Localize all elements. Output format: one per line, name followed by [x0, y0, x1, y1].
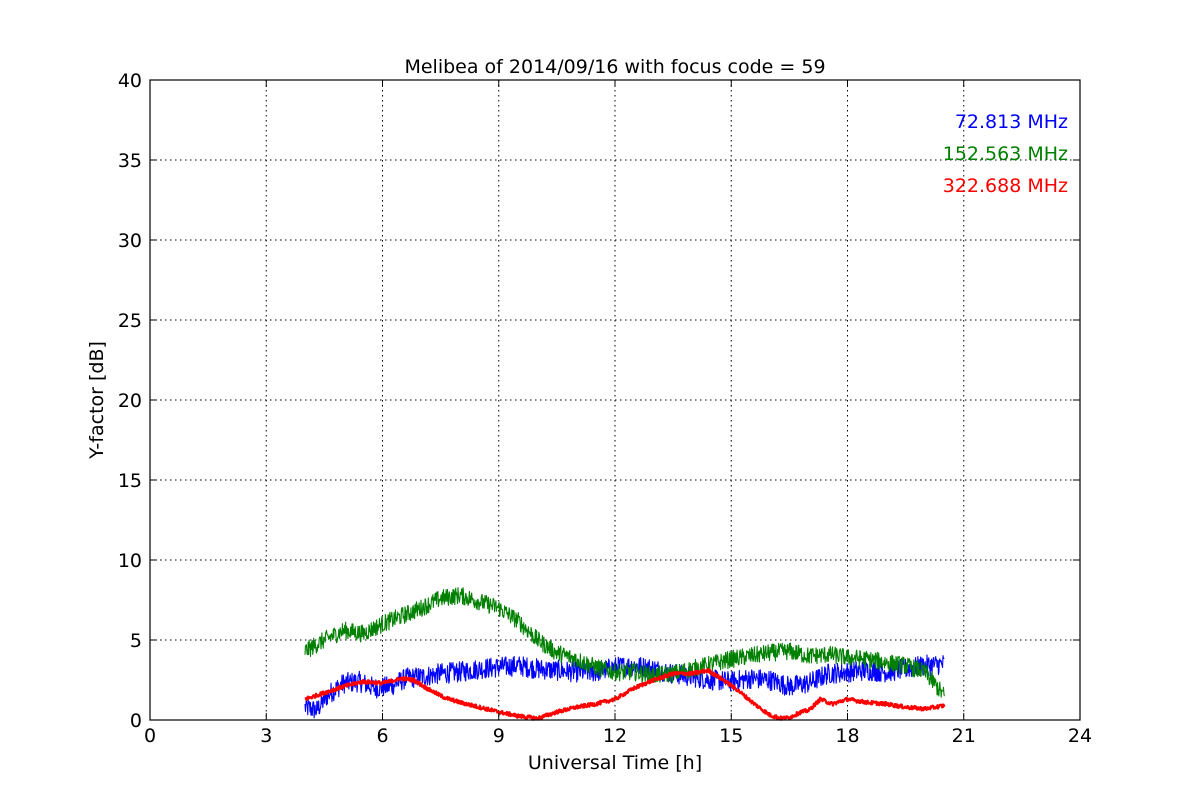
x-tick-label: 12	[603, 725, 627, 747]
legend: 72.813 MHz 152.563 MHz 322.688 MHz	[943, 111, 1068, 197]
y-tick-label: 15	[118, 470, 142, 492]
legend-entry-2: 152.563 MHz	[943, 143, 1068, 165]
y-tick-label: 5	[130, 630, 142, 652]
chart-title: Melibea of 2014/09/16 with focus code = …	[404, 56, 825, 78]
y-tick-label: 35	[118, 150, 142, 172]
y-tick-label: 0	[130, 710, 142, 732]
y-tick-label: 10	[118, 550, 142, 572]
x-tick-label: 6	[376, 725, 388, 747]
y-tick-label: 25	[118, 310, 142, 332]
x-tick-label: 9	[493, 725, 505, 747]
x-tick-label: 24	[1068, 725, 1092, 747]
series-line-2	[304, 587, 945, 698]
grid	[150, 80, 1080, 720]
x-tick-label: 15	[719, 725, 743, 747]
x-axis-label: Universal Time [h]	[528, 752, 702, 774]
series-layer	[304, 587, 946, 721]
y-tick-label: 40	[118, 70, 142, 92]
series-line-3	[304, 668, 946, 721]
y-tick-label: 20	[118, 390, 142, 412]
legend-entry-3: 322.688 MHz	[943, 175, 1068, 197]
x-tick-label: 0	[144, 725, 156, 747]
x-tick-label: 18	[835, 725, 859, 747]
y-tick-label: 30	[118, 230, 142, 252]
x-tick-label: 21	[952, 725, 976, 747]
legend-entry-1: 72.813 MHz	[955, 111, 1068, 133]
y-axis-label: Y-factor [dB]	[86, 341, 108, 460]
axis-ticks: 0 3 6 9 12 15 18 21 24 0 5 10 15 20 25 30 35 40	[118, 70, 1092, 747]
x-tick-label: 3	[260, 725, 272, 747]
